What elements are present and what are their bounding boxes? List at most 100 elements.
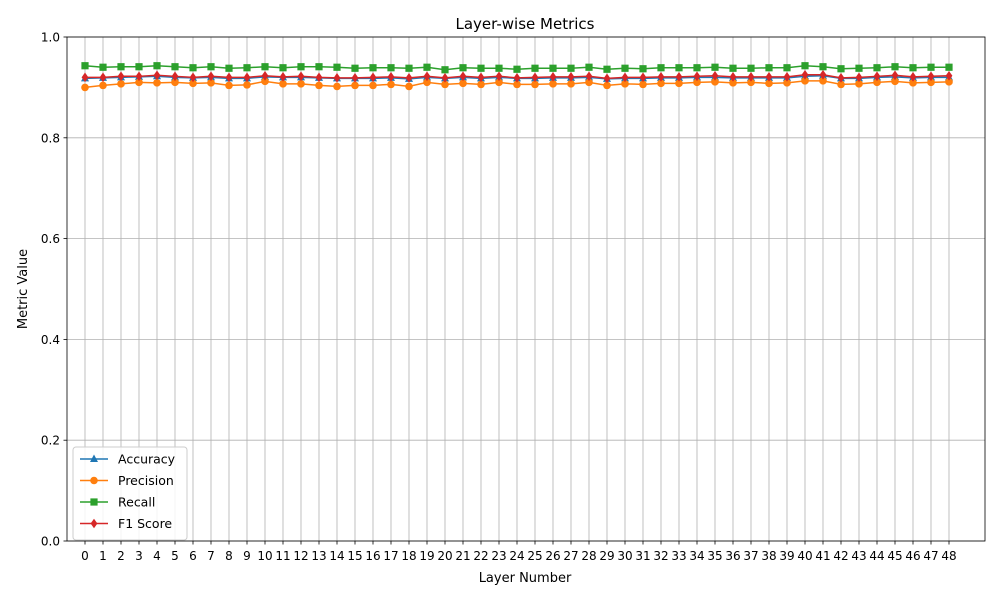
data-point-precision <box>441 80 449 89</box>
data-point-f1-score <box>207 71 215 82</box>
data-point-recall <box>135 63 143 71</box>
data-point-f1-score <box>81 72 89 83</box>
x-tick-label: 15 <box>347 549 362 563</box>
data-point-f1-score <box>747 72 755 82</box>
data-point-f1-score <box>639 72 647 83</box>
x-tick-label: 4 <box>153 549 161 563</box>
data-point-precision <box>459 79 467 88</box>
data-point-precision <box>711 78 719 86</box>
y-tick-label: 0.4 <box>41 333 60 347</box>
data-point-recall <box>351 64 359 72</box>
data-point-precision <box>693 78 701 87</box>
data-point-precision <box>171 78 179 87</box>
data-point-recall <box>819 63 827 71</box>
data-point-recall <box>333 63 341 71</box>
data-point-recall <box>531 64 539 72</box>
x-tick-label: 35 <box>707 549 722 563</box>
data-point-recall <box>549 64 557 72</box>
data-point-recall <box>171 63 179 71</box>
data-point-precision <box>351 81 359 90</box>
data-point-f1-score <box>153 70 161 81</box>
legend-box <box>72 446 188 541</box>
axes <box>66 36 986 542</box>
data-point-f1-score <box>99 72 107 83</box>
x-tick-label: 37 <box>743 549 758 563</box>
data-point-f1-score <box>423 71 431 82</box>
data-point-precision <box>297 80 305 88</box>
data-point-precision <box>261 77 269 86</box>
data-point-precision <box>891 77 899 86</box>
data-point-precision <box>333 82 341 91</box>
data-point-recall <box>387 64 395 72</box>
data-point-precision <box>873 78 881 87</box>
legend-entry-f1-score: F1 Score <box>80 516 172 531</box>
data-point-recall <box>297 63 305 71</box>
data-point-precision <box>531 80 539 89</box>
x-tick-label: 3 <box>135 549 143 563</box>
data-point-precision <box>783 79 791 87</box>
data-point-recall <box>117 63 125 71</box>
data-point-precision <box>927 78 935 87</box>
data-point-recall <box>891 63 899 71</box>
x-tick-label: 1 <box>99 549 107 563</box>
data-point-recall <box>495 64 503 72</box>
data-point-precision <box>243 81 251 89</box>
x-tick-label: 44 <box>869 549 884 563</box>
legend-label-f1-score: F1 Score <box>118 516 172 531</box>
data-point-recall <box>459 64 467 72</box>
data-point-recall <box>657 64 665 72</box>
legend: Accuracy Precision Recall F1 Score <box>72 446 188 541</box>
x-tick-label: 22 <box>473 549 488 563</box>
legend-label-precision: Precision <box>118 473 174 488</box>
data-point-f1-score <box>765 72 773 82</box>
data-point-f1-score <box>243 72 251 83</box>
data-point-recall <box>315 63 323 71</box>
series-recall <box>81 62 953 74</box>
data-point-precision <box>657 79 665 88</box>
data-point-f1-score <box>351 73 359 83</box>
y-tick-label: 0.0 <box>41 535 60 549</box>
data-point-recall <box>477 64 485 72</box>
data-point-f1-score <box>549 72 557 82</box>
data-point-f1-score <box>729 72 737 82</box>
x-tick-label: 30 <box>617 549 632 563</box>
series-layer <box>81 62 953 92</box>
data-point-recall <box>873 64 881 72</box>
data-point-precision <box>819 77 827 85</box>
data-point-precision <box>153 79 161 87</box>
data-point-f1-score <box>585 71 593 82</box>
data-point-recall <box>711 63 719 71</box>
data-point-recall <box>693 64 701 72</box>
legend-marker-accuracy <box>90 454 98 462</box>
data-point-recall <box>783 64 791 72</box>
data-point-recall <box>927 63 935 71</box>
data-point-precision <box>135 78 143 87</box>
chart-title: Layer-wise Metrics <box>456 15 595 33</box>
data-point-recall <box>153 62 161 70</box>
legend-marker-recall <box>90 498 98 506</box>
data-point-precision <box>747 78 755 87</box>
y-tick-label: 0.8 <box>41 131 60 145</box>
x-tick-label: 42 <box>833 549 848 563</box>
data-point-recall <box>567 64 575 72</box>
data-point-precision <box>315 81 323 90</box>
x-tick-label: 47 <box>923 549 938 563</box>
data-point-f1-score <box>783 72 791 82</box>
x-tick-label: 45 <box>887 549 902 563</box>
data-point-precision <box>81 83 89 92</box>
data-point-precision <box>675 79 683 88</box>
data-point-recall <box>747 64 755 72</box>
x-tick-label: 20 <box>437 549 452 563</box>
x-tick-label: 33 <box>671 549 686 563</box>
x-tick-label: 13 <box>311 549 326 563</box>
data-point-recall <box>639 65 647 73</box>
x-tick-label: 29 <box>599 549 614 563</box>
data-point-precision <box>189 79 197 88</box>
data-point-precision <box>477 80 485 89</box>
data-point-f1-score <box>945 71 953 81</box>
y-axis-label: Metric Value <box>16 249 31 329</box>
data-point-recall <box>369 64 377 72</box>
data-point-f1-score <box>675 72 683 82</box>
